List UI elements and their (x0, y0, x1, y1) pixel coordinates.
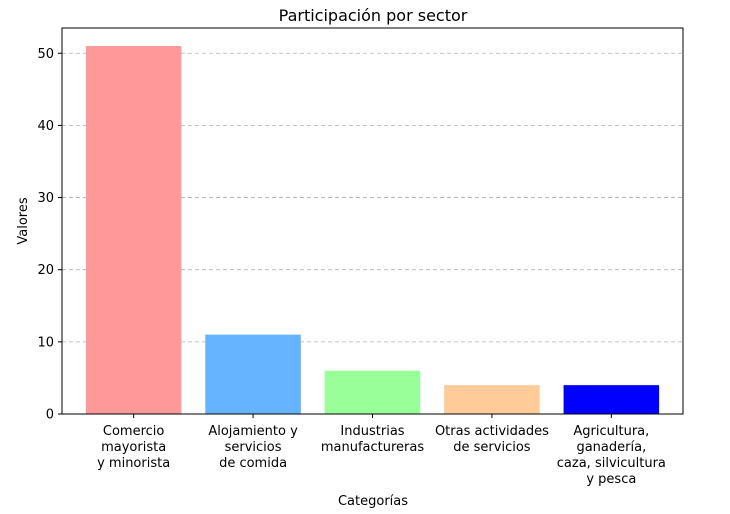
y-tick-label: 20 (37, 263, 54, 278)
y-tick-label: 40 (37, 119, 54, 134)
x-axis-label: Categorías (338, 494, 408, 509)
chart-title: Participación por sector (279, 6, 468, 25)
y-tick-label: 0 (46, 408, 54, 423)
grid-lines (62, 52, 683, 343)
bars (85, 46, 660, 414)
x-tick-label: Otras actividades de servicios (435, 424, 549, 455)
y-axis-ticks: 0 10 20 30 40 50 (37, 47, 62, 423)
x-tick-label: Industrias manufactureras (321, 424, 425, 455)
bar (205, 334, 301, 414)
bar (324, 370, 421, 414)
bar (85, 46, 182, 414)
y-tick-label: 50 (37, 47, 54, 62)
bar (444, 385, 540, 414)
x-tick-label: Agricultura, ganadería, caza, silvicultura… (557, 424, 666, 487)
x-tick-label: Comercio mayorista y minorista (97, 424, 170, 471)
bar (563, 385, 660, 414)
y-tick-label: 10 (37, 335, 54, 350)
y-tick-label: 30 (37, 191, 54, 206)
x-axis-ticks: Comercio mayorista y minorista Alojamiento … (97, 414, 666, 487)
x-tick-label: Alojamiento y servicios de comida (208, 424, 298, 471)
y-axis-label: Valores (16, 197, 31, 244)
